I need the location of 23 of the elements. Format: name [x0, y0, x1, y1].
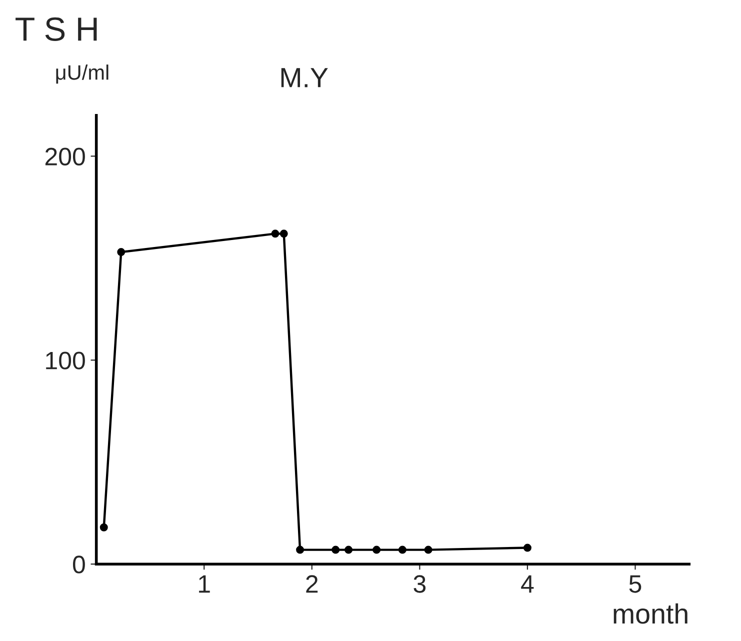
point — [271, 230, 280, 238]
y-tick-label: 100 — [46, 352, 85, 370]
point — [424, 546, 432, 554]
x-tick-label: 5 — [629, 575, 642, 593]
point — [523, 544, 532, 552]
point — [296, 546, 304, 554]
x-tick-label: 2 — [306, 575, 318, 593]
x-tick-label: 1 — [199, 575, 210, 593]
point — [344, 546, 353, 554]
point — [372, 546, 381, 554]
chart-title: T S H — [16, 17, 97, 41]
point — [117, 248, 126, 256]
y-tick-label: 0 — [72, 556, 85, 574]
point — [100, 523, 108, 532]
point — [332, 546, 340, 554]
y-tick-label: 200 — [45, 148, 85, 166]
x-tick-label: 3 — [414, 575, 426, 593]
x-tick-label: 4 — [521, 575, 534, 593]
chart-subtitle: M.Y — [281, 68, 328, 88]
y-axis-title: μU/ml — [56, 64, 108, 84]
x-axis-title: month — [614, 603, 688, 624]
point — [280, 230, 288, 238]
point — [398, 546, 406, 554]
